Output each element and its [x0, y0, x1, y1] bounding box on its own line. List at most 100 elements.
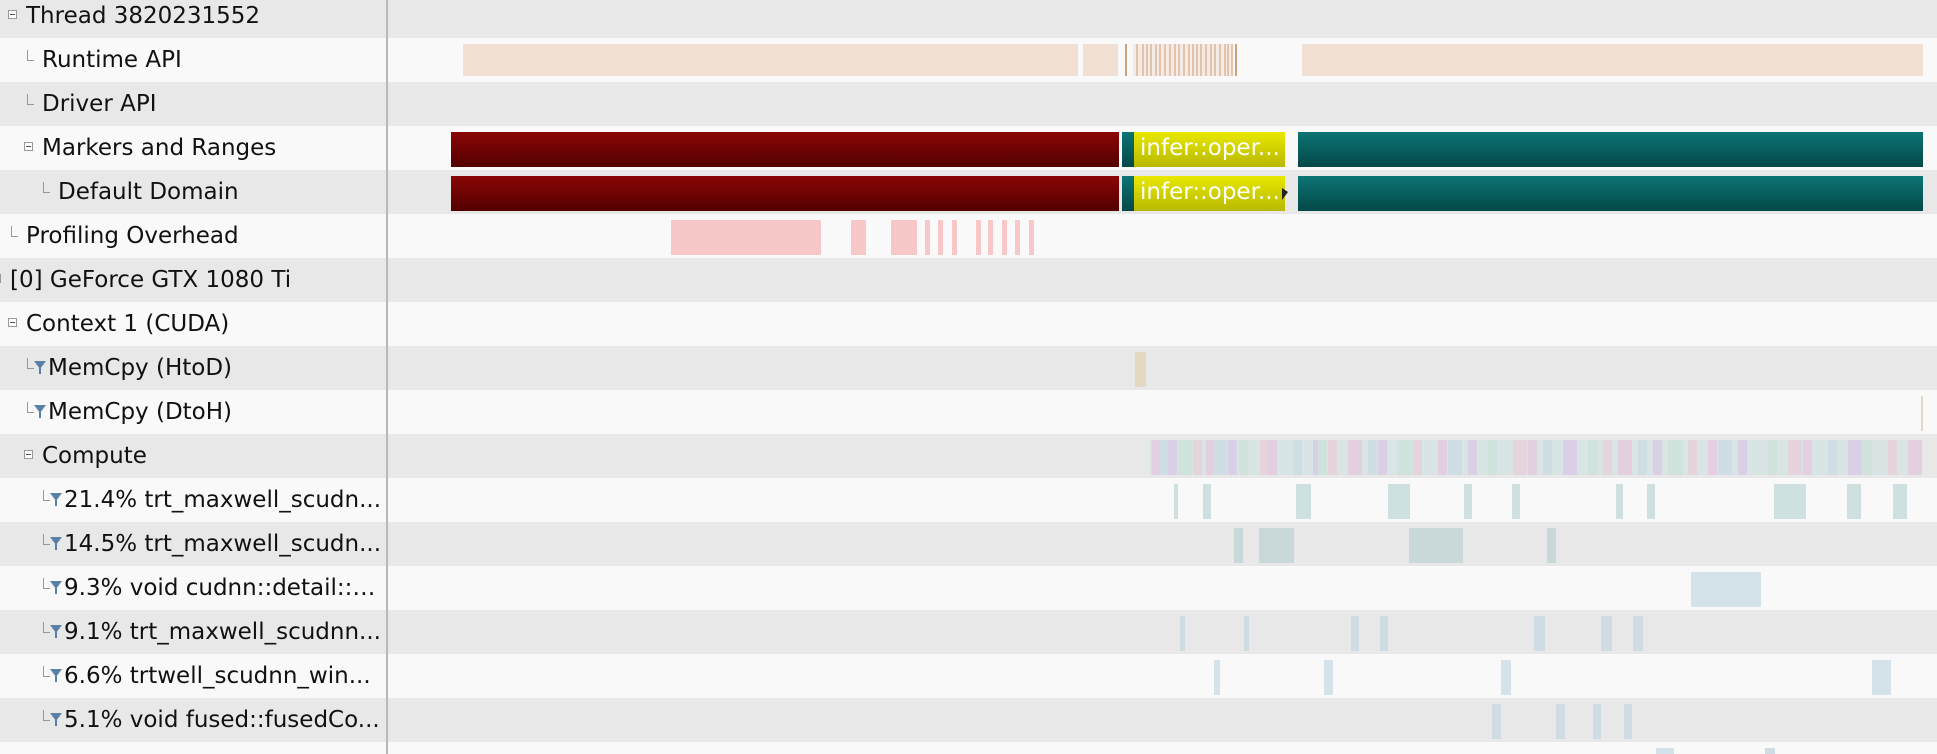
kernel-bar[interactable] — [1512, 484, 1520, 519]
marker-range-label-bar[interactable]: infer::oper... — [1134, 132, 1285, 167]
compute-kernel-bar[interactable] — [1438, 440, 1447, 475]
overhead-bar[interactable] — [1002, 220, 1007, 255]
compute-kernel-bar[interactable] — [1528, 440, 1537, 475]
runtime-api-bar[interactable] — [1133, 44, 1233, 76]
timeline-row[interactable] — [388, 654, 1937, 698]
kernel-bar[interactable] — [1234, 528, 1243, 563]
compute-kernel-bar[interactable] — [1828, 440, 1837, 475]
kernel-bar[interactable] — [1259, 528, 1294, 563]
domain-range-bar[interactable] — [1298, 176, 1923, 211]
kernel-bar[interactable] — [1656, 748, 1674, 754]
kernel-bar[interactable] — [1388, 484, 1410, 519]
compute-kernel-bar[interactable] — [1688, 440, 1697, 475]
filter-icon[interactable] — [50, 537, 62, 550]
compute-kernel-bar[interactable] — [1588, 440, 1597, 475]
tree-row[interactable]: Markers and Ranges — [0, 126, 386, 170]
overhead-bar[interactable] — [891, 220, 917, 255]
filter-icon[interactable] — [50, 625, 62, 638]
compute-kernel-bar[interactable] — [1178, 440, 1192, 475]
kernel-bar[interactable] — [1534, 616, 1545, 651]
tree-row[interactable]: Context 1 (CUDA) — [0, 302, 386, 346]
tree-row[interactable]: 6.6% trtwell_scudnn_win... — [0, 654, 386, 698]
filter-icon[interactable] — [50, 581, 62, 594]
compute-kernel-bar[interactable] — [1618, 440, 1632, 475]
domain-range-bar[interactable] — [451, 176, 1119, 211]
tree-row[interactable]: Thread 3820231552 — [0, 0, 386, 38]
filter-icon[interactable] — [50, 713, 62, 726]
tree-row[interactable]: Profiling Overhead — [0, 214, 386, 258]
kernel-bar[interactable] — [1409, 528, 1463, 563]
compute-kernel-bar[interactable] — [1513, 440, 1527, 475]
marker-range-bar[interactable] — [1122, 132, 1134, 167]
timeline-row[interactable] — [388, 566, 1937, 610]
timeline-row[interactable] — [388, 82, 1937, 126]
timeline-pane[interactable]: infer::oper... infer::oper... — [388, 0, 1937, 754]
timeline-row[interactable] — [388, 478, 1937, 522]
kernel-bar[interactable] — [1847, 484, 1861, 519]
compute-kernel-bar[interactable] — [1718, 440, 1732, 475]
compute-kernel-bar[interactable] — [1368, 440, 1377, 475]
kernel-bar[interactable] — [1556, 704, 1565, 739]
domain-range-label-bar[interactable]: infer::oper... — [1134, 176, 1285, 211]
timeline-row[interactable] — [388, 302, 1937, 346]
compute-kernel-bar[interactable] — [1448, 440, 1462, 475]
tree-row[interactable]: 5.1% void fused::fusedCo... — [0, 698, 386, 742]
compute-kernel-bar[interactable] — [1908, 440, 1922, 475]
tree-row[interactable]: Compute — [0, 434, 386, 478]
kernel-bar[interactable] — [1214, 660, 1220, 695]
kernel-bar[interactable] — [1601, 616, 1612, 651]
compute-kernel-bar[interactable] — [1213, 440, 1227, 475]
compute-kernel-bar[interactable] — [1848, 440, 1862, 475]
compute-kernel-bar[interactable] — [1193, 440, 1202, 475]
tree-row[interactable]: 9.1% trt_maxwell_scudnn... — [0, 610, 386, 654]
tree-row[interactable]: Runtime API — [0, 38, 386, 82]
compute-kernel-bar[interactable] — [1653, 440, 1662, 475]
kernel-bar[interactable] — [1593, 704, 1601, 739]
runtime-api-tick[interactable] — [1125, 44, 1127, 76]
compute-kernel-bar[interactable] — [1293, 440, 1302, 475]
filter-icon[interactable] — [50, 493, 62, 506]
collapse-icon[interactable] — [0, 274, 1, 283]
overhead-bar[interactable] — [976, 220, 981, 255]
collapse-icon[interactable] — [24, 450, 33, 459]
compute-kernel-bar[interactable] — [1228, 440, 1237, 475]
kernel-bar[interactable] — [1616, 484, 1623, 519]
tree-row[interactable]: 21.4% trt_maxwell_scudn... — [0, 478, 386, 522]
collapse-icon[interactable] — [8, 10, 17, 19]
compute-kernel-bar[interactable] — [1328, 440, 1337, 475]
timeline-row[interactable] — [388, 346, 1937, 390]
overhead-bar[interactable] — [1029, 220, 1034, 255]
collapse-icon[interactable] — [24, 142, 33, 151]
timeline-row[interactable] — [388, 258, 1937, 302]
tree-row[interactable]: [0] GeForce GTX 1080 Ti — [0, 258, 386, 302]
kernel-bar[interactable] — [1547, 528, 1556, 563]
compute-kernel-bar[interactable] — [1206, 440, 1215, 475]
compute-kernel-bar[interactable] — [1888, 440, 1897, 475]
runtime-api-bar[interactable] — [1083, 44, 1118, 76]
compute-kernel-bar[interactable] — [1348, 440, 1362, 475]
kernel-bar[interactable] — [1774, 484, 1806, 519]
marker-range-bar[interactable] — [1298, 132, 1923, 167]
tree-row[interactable]: 9.3% void cudnn::detail::e... — [0, 566, 386, 610]
compute-kernel-bar[interactable] — [1708, 440, 1717, 475]
kernel-bar[interactable] — [1872, 660, 1891, 695]
overhead-bar[interactable] — [671, 220, 821, 255]
kernel-bar[interactable] — [1351, 616, 1359, 651]
compute-kernel-bar[interactable] — [1863, 440, 1872, 475]
compute-kernel-bar[interactable] — [1668, 440, 1682, 475]
compute-kernel-bar[interactable] — [1738, 440, 1747, 475]
memcpy-dtoh-bar[interactable] — [1921, 396, 1923, 431]
kernel-bar[interactable] — [1893, 484, 1907, 519]
kernel-bar[interactable] — [1203, 484, 1211, 519]
timeline-row[interactable] — [388, 214, 1937, 258]
filter-icon[interactable] — [34, 405, 46, 418]
overhead-bar[interactable] — [938, 220, 943, 255]
compute-kernel-bar[interactable] — [1168, 440, 1177, 475]
runtime-api-bar[interactable] — [1302, 44, 1923, 76]
compute-kernel-bar[interactable] — [1788, 440, 1802, 475]
overhead-bar[interactable] — [1015, 220, 1020, 255]
filter-icon[interactable] — [34, 361, 46, 374]
compute-kernel-bar[interactable] — [1768, 440, 1777, 475]
kernel-bar[interactable] — [1624, 704, 1632, 739]
compute-kernel-bar[interactable] — [1803, 440, 1812, 475]
